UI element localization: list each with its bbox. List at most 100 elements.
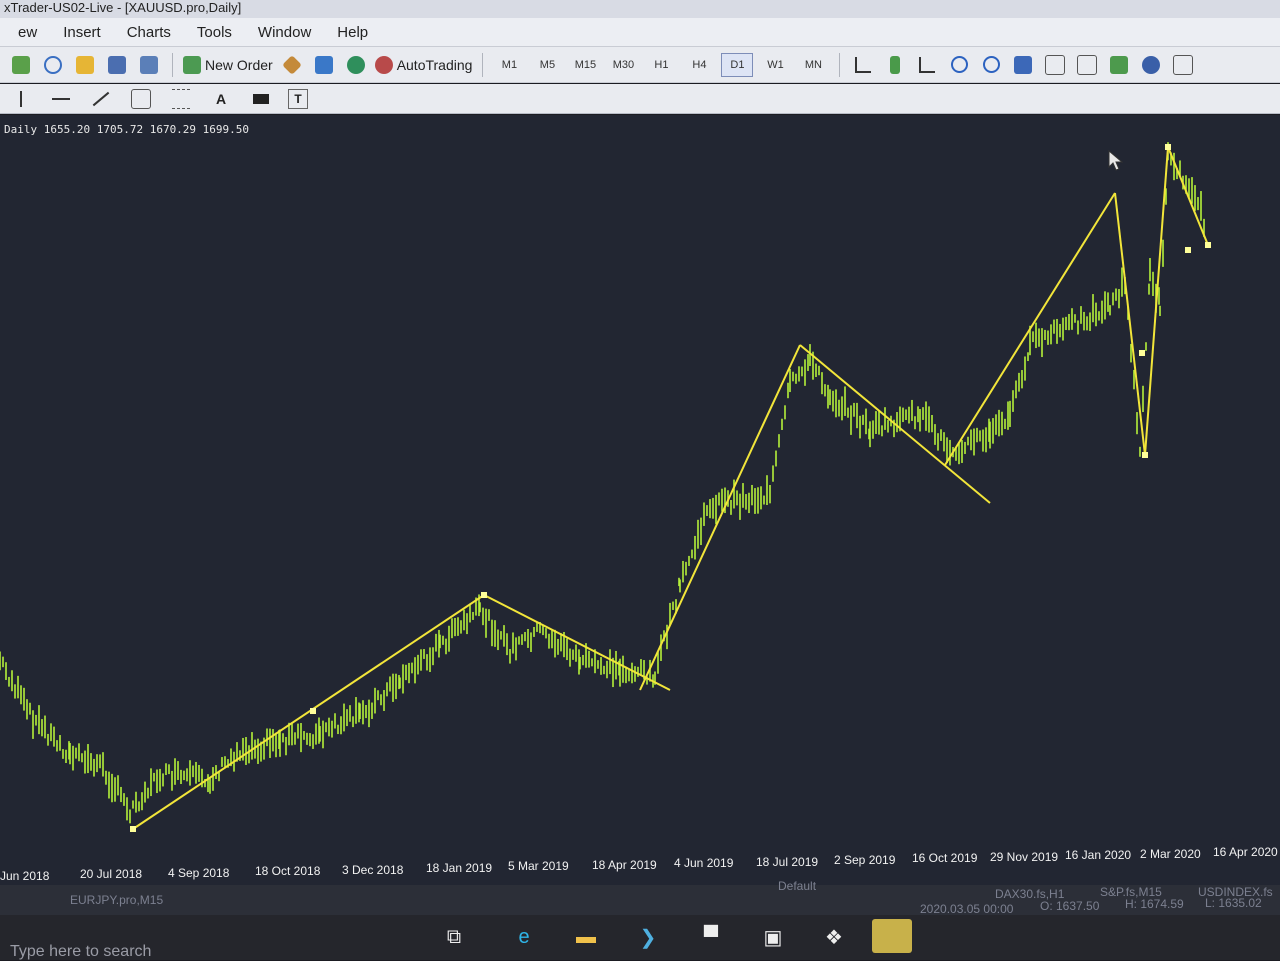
tab-dax30[interactable]: DAX30.fs,H1 (995, 887, 1065, 901)
trendline-anchor (481, 592, 487, 598)
new-order-button[interactable]: New Order (183, 52, 273, 78)
menu-tools[interactable]: Tools (196, 23, 232, 41)
menu-view[interactable]: ew (18, 23, 38, 41)
crosshair-button[interactable] (40, 52, 66, 78)
date-tick-label: 4 Sep 2018 (168, 865, 230, 880)
market-button[interactable] (343, 52, 369, 78)
timeframe-m15[interactable]: M15 (574, 58, 597, 71)
timeframe-m30[interactable]: M30 (612, 58, 635, 71)
fibonacci-button[interactable] (168, 86, 194, 112)
tab-sp[interactable]: S&P.fs,M15 (1100, 885, 1162, 899)
bar-chart-button[interactable] (850, 52, 876, 78)
new-chart-icon (12, 55, 30, 74)
zoom-in-icon (950, 56, 968, 73)
zoom-out-icon (982, 56, 1000, 73)
date-tick-label: 29 Nov 2019 (990, 849, 1059, 864)
date-tick-label: 16 Apr 2020 (1213, 845, 1278, 859)
line-chart-button[interactable] (914, 52, 940, 78)
file-explorer-icon[interactable]: ▬ (576, 925, 596, 948)
text-button[interactable]: A (215, 90, 227, 107)
task-view-icon[interactable]: ⧉ (446, 925, 462, 948)
templates-icon (1173, 54, 1194, 75)
tile-windows-button[interactable] (1010, 52, 1036, 78)
trendline (799, 344, 991, 504)
magnifier-window-icon (140, 55, 158, 74)
toolbar-separator (172, 52, 173, 77)
date-tick-label: 4 Jun 2019 (674, 856, 734, 871)
status-open: O: 1637.50 (1040, 899, 1100, 913)
app-icon[interactable]: ❯ (639, 926, 657, 949)
date-tick-label: 5 Mar 2019 (508, 859, 569, 874)
trendline-anchor (1142, 452, 1148, 458)
trendline-button[interactable] (88, 86, 114, 112)
trendline (1114, 192, 1146, 456)
tab-usdindex[interactable]: USDINDEX.fs (1198, 885, 1273, 899)
taskbar-search-input[interactable]: Type here to search (10, 943, 152, 960)
vertical-line-button[interactable] (8, 86, 34, 112)
auto-trading-icon (374, 55, 393, 74)
zoom-out-button[interactable] (978, 52, 1004, 78)
date-tick-label: 16 Jan 2020 (1065, 848, 1132, 863)
label-button[interactable] (248, 86, 274, 112)
favorites-button[interactable] (72, 52, 98, 78)
date-tick-label: 20 Jul 2018 (80, 867, 143, 882)
dropbox-icon[interactable]: ❖ (825, 926, 843, 949)
trendline-anchor (1139, 350, 1145, 356)
terminal-icon[interactable]: ▀ (703, 925, 719, 948)
date-tick-label: 2 Mar 2020 (1140, 846, 1201, 861)
date-tick-label: Jun 2018 (0, 869, 50, 883)
price-chart[interactable]: Daily 1655.20 1705.72 1670.29 1699.50 Ju… (0, 115, 1280, 885)
timeframe-w1[interactable]: W1 (767, 58, 784, 71)
tab-eurjpy[interactable]: EURJPY.pro,M15 (70, 893, 164, 907)
timeframe-mn[interactable]: MN (804, 58, 822, 71)
menu-charts[interactable]: Charts (126, 23, 171, 41)
store-icon[interactable]: ▣ (763, 926, 783, 949)
text-label-button[interactable]: T (288, 88, 308, 109)
indicators-icon (1110, 55, 1129, 74)
menu-window[interactable]: Window (257, 23, 312, 41)
editor-button[interactable] (279, 52, 305, 78)
edge-icon[interactable]: e (518, 925, 530, 948)
label-icon (253, 93, 269, 104)
candlestick-icon (890, 55, 901, 74)
horizontal-line-icon (52, 97, 70, 100)
new-chart-button[interactable] (8, 52, 34, 78)
toolbar-separator (839, 52, 841, 77)
line-chart-icon (919, 56, 936, 73)
indicators-button[interactable] (1106, 52, 1132, 78)
metatrader-icon[interactable] (872, 919, 912, 953)
date-tick-label: 2 Sep 2019 (834, 853, 896, 867)
timeframe-h1[interactable]: H1 (654, 58, 669, 71)
horizontal-line-button[interactable] (48, 86, 74, 112)
templates-button[interactable] (1170, 52, 1196, 78)
auto-trading-button[interactable]: AutoTrading (374, 52, 473, 78)
drawing-toolbar: A T (0, 84, 1280, 114)
channel-button[interactable] (128, 86, 154, 112)
trendline-anchor (1165, 144, 1171, 150)
strategy-tester-button[interactable] (136, 52, 162, 78)
timeframe-m5[interactable]: M5 (539, 58, 556, 71)
zoom-in-button[interactable] (946, 52, 972, 78)
menu-insert[interactable]: Insert (63, 23, 101, 41)
star-folder-icon (76, 55, 94, 74)
window-title: xTrader-US02-Live - [XAUUSD.pro,Daily] (0, 0, 1280, 18)
menu-help[interactable]: Help (337, 23, 369, 41)
trendline (132, 594, 485, 830)
mouse-cursor-icon (1108, 150, 1124, 171)
auto-trading-label: AutoTrading (396, 56, 473, 73)
navigator-button[interactable] (104, 52, 130, 78)
date-tick-label: 18 Jul 2019 (756, 854, 819, 869)
status-low: L: 1635.02 (1205, 896, 1262, 910)
trendline (639, 344, 801, 691)
trendline-icon (92, 91, 110, 106)
timeframe-m1[interactable]: M1 (501, 58, 518, 71)
signals-button[interactable] (311, 52, 337, 78)
status-high: H: 1674.59 (1125, 897, 1184, 911)
periods-button[interactable] (1138, 52, 1164, 78)
timeframe-d1[interactable]: D1 (721, 52, 754, 77)
chart-shift-button[interactable] (1042, 52, 1068, 78)
trendline (1167, 146, 1209, 246)
autoscroll-button[interactable] (1074, 52, 1100, 78)
timeframe-h4[interactable]: H4 (692, 58, 707, 71)
candlestick-button[interactable] (882, 52, 908, 78)
